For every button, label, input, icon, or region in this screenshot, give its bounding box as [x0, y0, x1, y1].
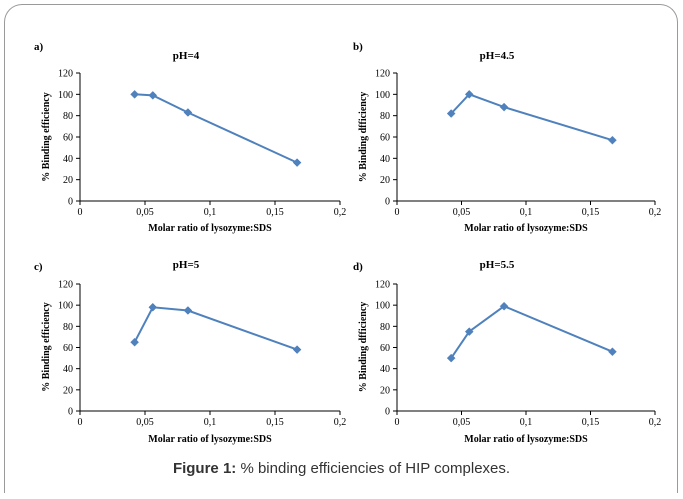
data-point-marker — [464, 89, 474, 99]
y-axis-label: % Binding dfficiency — [358, 92, 369, 183]
y-tick-label: 0 — [385, 197, 390, 208]
y-tick-label: 0 — [385, 407, 390, 418]
data-point-marker — [446, 109, 456, 118]
x-tick-label: 0,2 — [334, 417, 347, 428]
x-tick-label: 0,15 — [582, 417, 600, 428]
data-point-marker — [464, 327, 474, 336]
x-tick-label: 0,2 — [649, 207, 662, 218]
y-axis-label: % Binding efficiency — [41, 302, 52, 391]
y-tick-label: 40 — [63, 364, 73, 375]
data-point-marker — [130, 89, 139, 99]
chart-title-a: pH=4 — [173, 50, 200, 62]
figure-caption-text: % binding efficiencies of HIP complexes. — [240, 460, 511, 477]
x-tick-label: 0,05 — [453, 207, 471, 218]
y-tick-label: 0 — [68, 197, 73, 208]
y-tick-label: 40 — [380, 364, 390, 375]
x-tick-label: 0,15 — [266, 207, 284, 218]
data-point-marker — [608, 347, 617, 357]
y-tick-label: 40 — [380, 154, 390, 165]
y-tick-label: 20 — [63, 175, 73, 186]
y-tick-label: 120 — [58, 280, 73, 291]
y-tick-label: 100 — [375, 301, 390, 312]
chart-title-b: pH=4.5 — [480, 50, 515, 62]
x-tick-label: 0,1 — [204, 417, 217, 428]
x-tick-label: 0,15 — [582, 207, 600, 218]
y-tick-label: 80 — [380, 111, 390, 122]
data-point-marker — [499, 102, 509, 112]
y-tick-label: 20 — [380, 385, 390, 396]
x-tick-label: 0,15 — [266, 417, 284, 428]
x-tick-label: 0 — [78, 417, 83, 428]
chart-panel-a: a) pH=4 0 20 40 60 80 100 120 0 0,05 0,1 0,15 0,2 Mola… — [0, 0, 346, 250]
figure-caption-label: Figure 1: — [172, 460, 237, 477]
x-tick-label: 0,1 — [520, 207, 533, 218]
series-line-d — [450, 305, 613, 359]
figure-caption: Figure 1: % binding efficiencies of HIP … — [0, 460, 683, 477]
chart-panel-c: c) pH=5 0 20 40 60 80 100 120 0 0,05 0,1 0,15 0,2 Mola… — [0, 0, 346, 460]
series-line-c — [133, 306, 298, 351]
y-tick-label: 100 — [375, 90, 390, 101]
x-axis-label: Molar ratio of lysozyme:SDS — [148, 434, 272, 445]
data-point-marker — [292, 345, 302, 354]
panel-label-b: b) — [353, 41, 363, 53]
y-tick-label: 60 — [380, 343, 390, 354]
y-tick-label: 20 — [380, 175, 390, 186]
x-tick-label: 0 — [78, 207, 83, 218]
y-tick-label: 80 — [380, 322, 390, 333]
y-tick-label: 80 — [63, 322, 73, 333]
y-tick-label: 120 — [375, 280, 390, 291]
y-tick-label: 40 — [63, 154, 73, 165]
y-tick-label: 120 — [375, 69, 390, 80]
data-point-marker — [608, 135, 617, 145]
chart-title-c: pH=5 — [173, 259, 200, 271]
y-tick-label: 20 — [63, 385, 73, 396]
x-tick-label: 0,1 — [520, 417, 533, 428]
chart-svg-c: c) pH=5 0 20 40 60 80 100 120 0 0,05 0,1 0,15 0,2 Mola… — [34, 259, 346, 445]
data-point-marker — [148, 91, 158, 100]
chart-panel-b: b) pH=4.5 0 20 40 60 80 100 120 0 0,05 0,1 0,15 0,2 Mo… — [353, 41, 662, 234]
y-tick-label: 0 — [68, 407, 73, 418]
panel-label-d: d) — [353, 261, 363, 273]
series-line-a — [134, 93, 298, 164]
y-tick-label: 60 — [380, 133, 390, 144]
x-tick-label: 0,1 — [204, 207, 217, 218]
data-point-marker — [446, 353, 456, 363]
y-tick-label: 100 — [58, 90, 73, 101]
chart-svg-d: d) pH=5.5 0 20 40 60 80 100 120 0 0,05 0,1 0,15 0,2 Mo… — [353, 259, 662, 445]
chart-panel-d: d) pH=5.5 0 20 40 60 80 100 120 0 0,05 0,1 0,15 0,2 Mo… — [353, 259, 662, 445]
series-line-b — [450, 93, 613, 142]
x-axis-label: Molar ratio of lysozyme:SDS — [148, 223, 272, 234]
y-tick-label: 60 — [63, 133, 73, 144]
chart-svg-b: b) pH=4.5 0 20 40 60 80 100 120 0 0,05 0,1 0,15 0,2 Mo… — [353, 41, 662, 234]
chart-svg-a: a) pH=4 0 20 40 60 80 100 120 0 0,05 0,1 0,15 0,2 Mola… — [34, 41, 346, 234]
y-axis-label: % Binding dfficiency — [358, 302, 369, 393]
x-tick-label: 0,05 — [453, 417, 471, 428]
y-tick-label: 60 — [63, 343, 73, 354]
data-point-marker — [183, 108, 193, 117]
panel-label-c: c) — [34, 261, 43, 273]
x-tick-label: 0 — [395, 207, 400, 218]
y-tick-label: 100 — [58, 301, 73, 312]
data-point-marker — [130, 337, 139, 347]
x-axis-label: Molar ratio of lysozyme:SDS — [464, 223, 588, 234]
y-tick-label: 120 — [58, 69, 73, 80]
x-tick-label: 0 — [395, 417, 400, 428]
y-tick-label: 80 — [63, 111, 73, 122]
data-point-marker — [183, 306, 193, 315]
figure-frame — [4, 4, 678, 493]
x-axis-label: Molar ratio of lysozyme:SDS — [464, 434, 588, 445]
panel-label-a: a) — [34, 41, 44, 53]
y-axis-label: % Binding efficiency — [41, 92, 52, 181]
data-point-marker — [148, 302, 158, 312]
x-tick-label: 0,05 — [136, 207, 154, 218]
x-tick-label: 0,2 — [649, 417, 662, 428]
chart-title-d: pH=5.5 — [480, 259, 515, 271]
data-point-marker — [292, 158, 302, 167]
x-tick-label: 0,2 — [334, 207, 347, 218]
x-tick-label: 0,05 — [136, 417, 154, 428]
data-point-marker — [499, 301, 509, 311]
